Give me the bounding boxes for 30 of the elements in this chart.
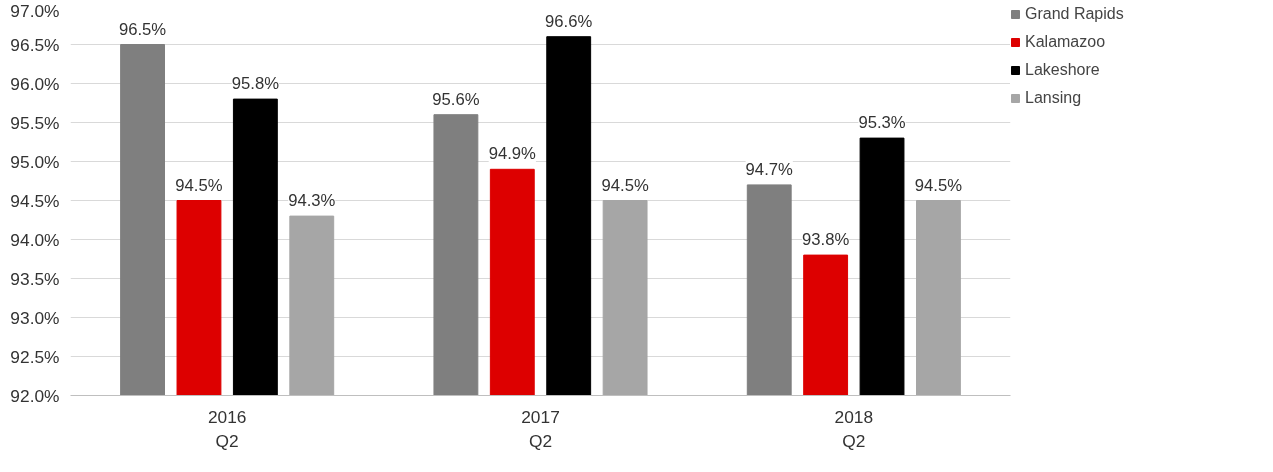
data-label: 95.3%	[858, 113, 906, 133]
legend-label: Grand Rapids	[1025, 5, 1124, 23]
data-label: 96.6%	[545, 11, 593, 31]
y-tick-label: 96.0%	[10, 73, 60, 94]
x-tick-label: 2018 Q2	[834, 406, 874, 451]
y-tick-label: 93.0%	[10, 307, 60, 328]
x-tick-label: 2017 Q2	[521, 406, 560, 451]
x-tick-label: 2016 Q2	[207, 406, 247, 451]
y-tick-label: 97.0%	[10, 0, 60, 21]
y-tick-label: 94.0%	[10, 229, 60, 250]
data-label: 96.5%	[118, 19, 167, 39]
data-label: 94.7%	[745, 159, 794, 179]
legend-label: Lansing	[1025, 89, 1083, 107]
data-label: 94.5%	[914, 175, 963, 195]
legend-label: Lakeshore	[1025, 61, 1100, 79]
y-tick-label: 96.5%	[10, 34, 60, 55]
y-tick-label: 94.5%	[10, 190, 60, 211]
y-tick-label: 95.5%	[10, 112, 60, 133]
data-label: 95.6%	[432, 89, 480, 109]
data-label: 94.5%	[175, 175, 223, 195]
data-label: 93.8%	[802, 230, 850, 250]
y-tick-label: 93.5%	[10, 268, 60, 289]
legend-label: Kalamazoo	[1025, 33, 1106, 51]
data-label: 94.3%	[288, 191, 336, 211]
data-label: 95.8%	[231, 74, 280, 94]
data-label: 94.5%	[601, 175, 649, 195]
y-tick-label: 92.0%	[10, 385, 60, 406]
y-tick-label: 95.0%	[10, 151, 60, 172]
y-tick-label: 92.5%	[10, 346, 60, 367]
data-label: 94.9%	[488, 144, 537, 164]
